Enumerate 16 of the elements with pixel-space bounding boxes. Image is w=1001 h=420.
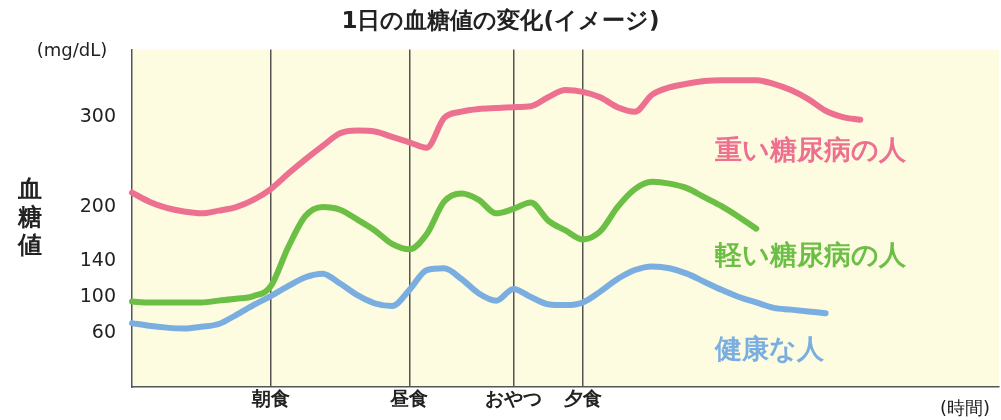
x-tick-label: 昼食 bbox=[389, 387, 429, 410]
x-axis-title: (時間) bbox=[939, 396, 990, 418]
x-tick-label: 夕食 bbox=[562, 387, 602, 410]
y-tick-label: 200 bbox=[79, 193, 116, 216]
series-label: 健康な人 bbox=[714, 333, 826, 365]
y-tick-label: 100 bbox=[79, 283, 116, 306]
y-axis-title: 血糖値 bbox=[17, 174, 42, 259]
x-tick-label: 朝食 bbox=[250, 387, 290, 410]
series-label: 重い糖尿病の人 bbox=[714, 133, 908, 165]
x-tick-label: おやつ bbox=[484, 387, 542, 410]
y-tick-label: 140 bbox=[79, 247, 116, 270]
text: (mg/dL) bbox=[36, 39, 108, 61]
series-label: 軽い糖尿病の人 bbox=[715, 238, 908, 270]
y-tick-label: 300 bbox=[79, 104, 116, 127]
chart-title: 1日の血糖値の変化(イメージ) bbox=[341, 6, 660, 33]
y-tick-label: 60 bbox=[91, 319, 116, 342]
